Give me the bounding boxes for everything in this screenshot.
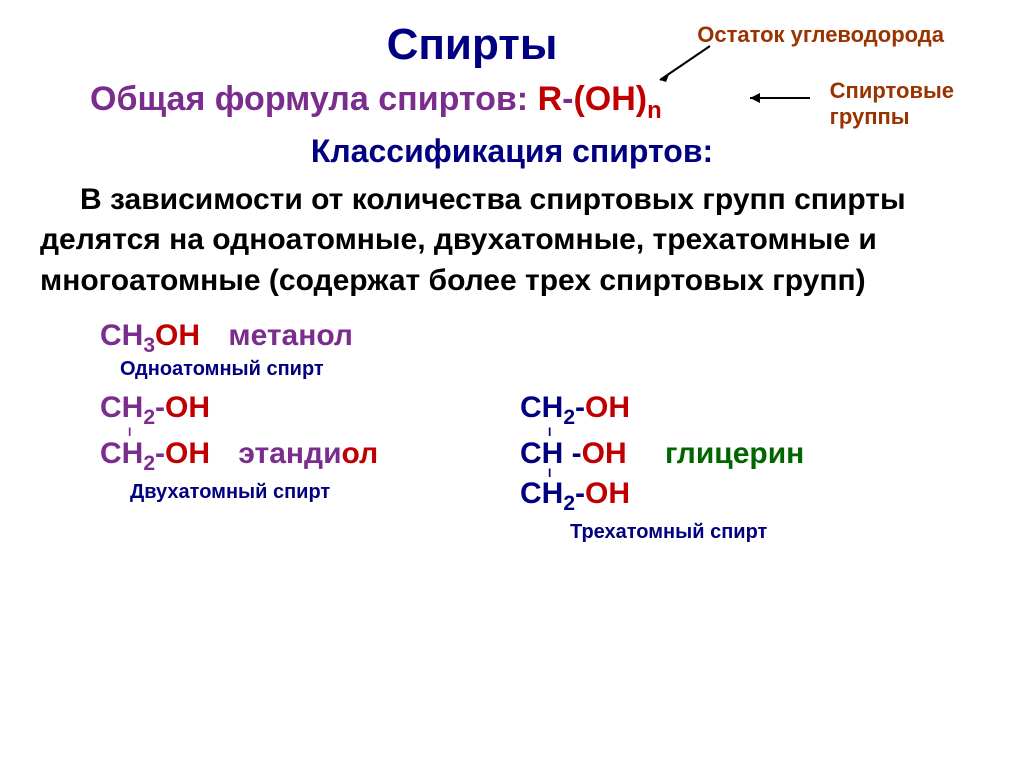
gl-bond2: I [548, 470, 960, 477]
methanol-sub: 3 [143, 334, 155, 357]
ed-l1-oh: ОН [165, 391, 210, 424]
glycerin-label: Трехатомный спирт [570, 521, 960, 544]
ed-l2-dash: - [155, 437, 165, 470]
methanol-c: СН [100, 319, 143, 352]
gl-bond1: I [548, 429, 960, 436]
gl-label-text: Трехатомный спирт [570, 521, 767, 543]
gl-l1-dash: - [575, 391, 585, 424]
gl-l2-c: СН [520, 437, 572, 470]
ed-l2-c: СН [100, 437, 143, 470]
annotation-alcohol-groups: Спиртовые группы [830, 78, 954, 131]
methanol-label-text: Одноатомный спирт [120, 358, 324, 380]
glycerin-name: глицерин [665, 437, 804, 470]
ed-name-p2: ол [342, 437, 379, 470]
gl-l2-oh: ОН [582, 437, 627, 470]
annotation-groups-l2: группы [830, 104, 954, 130]
glycerin-line2: СН -ОН глицерин [520, 437, 960, 470]
ed-l1-dash: - [155, 391, 165, 424]
glycerin-line3: СН2-ОН [520, 477, 960, 515]
ethanediol-line2: СН2-ОН этандиол [100, 437, 520, 475]
body-text: В зависимости от количества спиртовых гр… [40, 183, 906, 297]
two-column-examples: СН2-ОН I СН2-ОН этандиол Двухатомный спи… [40, 391, 984, 554]
ed-name-p1: этанди [238, 437, 341, 470]
gl-l3-c: СН [520, 477, 563, 510]
formula-oh: (ОН) [573, 80, 647, 118]
ed-l2-sub: 2 [143, 452, 155, 475]
formula-dash: - [562, 80, 573, 118]
annotation-groups-l1: Спиртовые [830, 78, 954, 104]
formula-label: Общая формула спиртов: [90, 80, 538, 118]
formula-r: R [538, 80, 563, 118]
title-text: Спирты [387, 20, 558, 69]
ed-bond: I [128, 429, 520, 436]
classification-heading: Классификация спиртов: [40, 133, 984, 170]
formula-n: n [647, 97, 662, 124]
gl-l1-c: СН [520, 391, 563, 424]
ed-label-text: Двухатомный спирт [130, 481, 330, 503]
gl-l1-oh: ОН [585, 391, 630, 424]
ethanediol-label: Двухатомный спирт [130, 481, 520, 504]
methanol-formula: СН3ОН метанол [100, 319, 984, 358]
gl-l3-oh: ОН [585, 477, 630, 510]
gl-l3-dash: - [575, 477, 585, 510]
methanol-label: Одноатомный спирт [120, 358, 984, 381]
classification-heading-text: Классификация спиртов: [311, 133, 713, 169]
gl-l1-sub: 2 [563, 406, 575, 429]
gl-l2-dash: - [572, 437, 582, 470]
ed-l1-sub: 2 [143, 406, 155, 429]
glycerin-block: СН2-ОН I СН -ОН глицерин I СН2-ОН Трехат… [520, 391, 960, 554]
ed-l2-oh: ОН [165, 437, 210, 470]
ethanediol-line1: СН2-ОН [100, 391, 520, 429]
arrow-to-oh-icon [740, 88, 820, 108]
methanol-name: метанол [228, 319, 353, 352]
gl-l3-sub: 2 [563, 492, 575, 515]
classification-body: В зависимости от количества спиртовых гр… [40, 180, 984, 302]
ed-l1-c: СН [100, 391, 143, 424]
ethanediol-block: СН2-ОН I СН2-ОН этандиол Двухатомный спи… [100, 391, 520, 554]
glycerin-line1: СН2-ОН [520, 391, 960, 429]
methanol-oh: ОН [155, 319, 200, 352]
